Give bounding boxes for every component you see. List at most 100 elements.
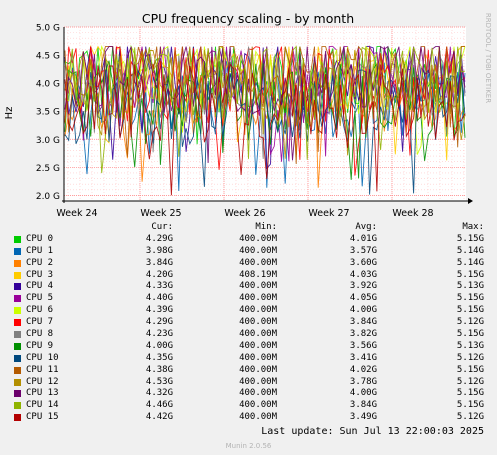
legend-swatch — [14, 295, 21, 303]
legend-cur: 4.33G — [145, 281, 173, 292]
legend-cpu-name: CPU 10 — [26, 352, 59, 363]
legend-avg: 3.78G — [349, 376, 377, 387]
legend-avg: 3.49G — [349, 412, 377, 423]
y-tick-label: 2.5 G — [36, 164, 60, 174]
legend-cur: 4.35G — [145, 352, 173, 363]
chart-title: CPU frequency scaling - by month — [142, 11, 354, 26]
legend-swatch — [14, 283, 21, 291]
legend-cpu-name: CPU 13 — [26, 388, 59, 399]
legend-cur: 4.00G — [145, 340, 173, 351]
legend-row: CPU 0 4.29G 400.00M 4.01G 5.15G — [0, 234, 497, 246]
x-tick-labels: Week 24 Week 25 Week 26 Week 27 Week 28 — [56, 208, 433, 219]
legend-row: CPU 3 4.20G 408.19M 4.03G 5.15G — [0, 270, 497, 282]
legend-max: 5.13G — [456, 340, 484, 351]
legend-max: 5.12G — [456, 352, 484, 363]
legend-cur: 4.38G — [145, 364, 173, 375]
legend-cpu-name: CPU 7 — [26, 317, 54, 328]
legend-cur: 4.29G — [145, 233, 173, 244]
legend-row: CPU 2 3.84G 400.00M 3.60G 5.14G — [0, 258, 497, 270]
y-tick-label: 2.0 G — [36, 192, 60, 202]
legend-cpu-name: CPU 0 — [26, 233, 54, 244]
legend-cur: 3.98G — [145, 245, 173, 256]
x-axis-arrow — [468, 198, 473, 204]
legend-row: CPU 7 4.29G 400.00M 3.84G 5.12G — [0, 317, 497, 329]
legend-min: 408.19M — [239, 269, 277, 280]
legend-max: 5.15G — [456, 305, 484, 316]
legend-avg: 4.05G — [349, 293, 377, 304]
legend-row: CPU 15 4.42G 400.00M 3.49G 5.12G — [0, 412, 497, 424]
legend-min: 400.00M — [239, 257, 277, 268]
legend-min: 400.00M — [239, 388, 277, 399]
legend-avg: 3.56G — [349, 340, 377, 351]
legend-header: Cur: Min: Avg: Max: — [0, 222, 497, 234]
legend-cpu-name: CPU 12 — [26, 376, 59, 387]
munin-version: Munin 2.0.56 — [225, 442, 272, 450]
legend-swatch — [14, 319, 21, 327]
legend-header-cur: Cur: — [151, 222, 173, 232]
legend-header-max: Max: — [462, 222, 484, 232]
legend-swatch — [14, 378, 21, 386]
y-tick-label: 5.0 G — [36, 24, 60, 34]
legend-max: 5.15G — [456, 329, 484, 340]
legend-row: CPU 1 3.98G 400.00M 3.57G 5.14G — [0, 246, 497, 258]
legend-min: 400.00M — [239, 412, 277, 423]
y-tick-labels: 2.0 G 2.5 G 3.0 G 3.5 G 4.0 G 4.5 G 5.0 G — [36, 24, 60, 202]
series-lines — [64, 44, 466, 196]
legend-min: 400.00M — [239, 281, 277, 292]
series-line-cpu-13 — [64, 45, 466, 164]
x-tick-label: Week 25 — [140, 208, 181, 219]
legend-avg: 3.84G — [349, 400, 377, 411]
legend-cpu-name: CPU 3 — [26, 269, 54, 280]
legend-max: 5.15G — [456, 364, 484, 375]
legend-cur: 4.32G — [145, 388, 173, 399]
legend-max: 5.15G — [456, 233, 484, 244]
legend-row: CPU 10 4.35G 400.00M 3.41G 5.12G — [0, 353, 497, 365]
legend-min: 400.00M — [239, 293, 277, 304]
legend-row: CPU 8 4.23G 400.00M 3.82G 5.15G — [0, 329, 497, 341]
y-tick-label: 3.5 G — [36, 108, 60, 118]
legend-avg: 4.02G — [349, 364, 377, 375]
legend-swatch — [14, 247, 21, 255]
legend-cpu-name: CPU 6 — [26, 305, 54, 316]
legend-avg: 3.82G — [349, 329, 377, 340]
y-tick-label: 4.5 G — [36, 52, 60, 62]
legend-swatch — [14, 271, 21, 279]
legend-row: CPU 6 4.39G 400.00M 4.00G 5.15G — [0, 305, 497, 317]
legend-max: 5.13G — [456, 281, 484, 292]
legend-header-min: Min: — [255, 222, 277, 232]
legend-row: CPU 14 4.46G 400.00M 3.84G 5.15G — [0, 400, 497, 412]
legend-swatch — [14, 414, 21, 422]
legend-min: 400.00M — [239, 233, 277, 244]
legend-cur: 4.46G — [145, 400, 173, 411]
legend-swatch — [14, 307, 21, 315]
legend-row: CPU 9 4.00G 400.00M 3.56G 5.13G — [0, 341, 497, 353]
legend-swatch — [14, 342, 21, 350]
legend-max: 5.15G — [456, 293, 484, 304]
legend-min: 400.00M — [239, 400, 277, 411]
legend-max: 5.15G — [456, 388, 484, 399]
legend-cpu-name: CPU 15 — [26, 412, 59, 423]
legend-max: 5.14G — [456, 257, 484, 268]
legend-avg: 3.41G — [349, 352, 377, 363]
legend-avg: 3.92G — [349, 281, 377, 292]
legend-avg: 4.03G — [349, 269, 377, 280]
legend-max: 5.12G — [456, 376, 484, 387]
legend-cur: 4.39G — [145, 305, 173, 316]
legend-min: 400.00M — [239, 329, 277, 340]
legend-max: 5.12G — [456, 317, 484, 328]
legend-cpu-name: CPU 8 — [26, 329, 54, 340]
rrdtool-side-label: RRDTOOL / TOBI OETIKER — [484, 13, 492, 103]
legend-max: 5.15G — [456, 400, 484, 411]
legend-cpu-name: CPU 5 — [26, 293, 54, 304]
legend-header-avg: Avg: — [355, 222, 377, 232]
x-tick-label: Week 26 — [224, 208, 265, 219]
legend-cur: 4.29G — [145, 317, 173, 328]
series-line-cpu-14 — [64, 45, 466, 174]
x-tick-label: Week 27 — [308, 208, 349, 219]
legend: Cur: Min: Avg: Max: CPU 0 4.29G 400.00M 4.0… — [0, 222, 497, 424]
legend-row: CPU 13 4.32G 400.00M 4.00G 5.15G — [0, 388, 497, 400]
legend-avg: 3.60G — [349, 257, 377, 268]
legend-avg: 4.00G — [349, 305, 377, 316]
legend-cur: 4.40G — [145, 293, 173, 304]
y-tick-label: 4.0 G — [36, 80, 60, 90]
